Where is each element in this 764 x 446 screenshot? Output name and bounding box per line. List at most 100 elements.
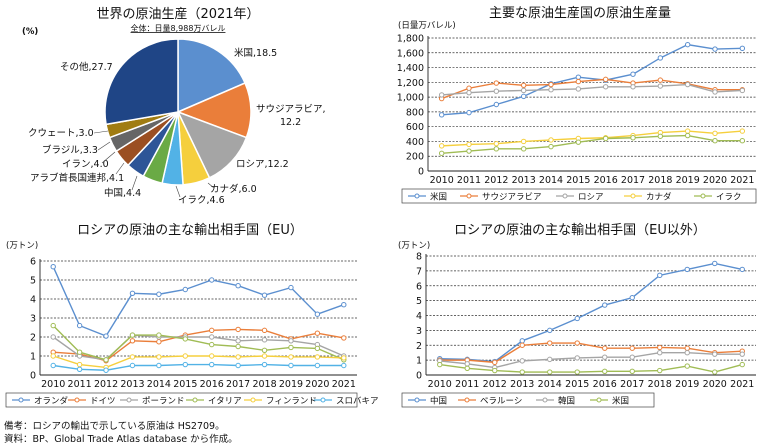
eu-exports-x-tick-label: 2012: [94, 379, 118, 390]
eu-exports-data-point: [341, 302, 347, 308]
eu-exports-y-tick-label: 6: [30, 257, 36, 268]
pie-slice-label: クウェート,3.0: [28, 128, 94, 139]
eu-exports-data-point: [261, 347, 268, 353]
production-legend-label: イラク: [716, 193, 742, 203]
eu-exports-data-point: [314, 345, 321, 352]
pie-slice-value: 12.2: [280, 117, 301, 128]
eu-exports-data-point: [209, 277, 215, 283]
production-x-tick-label: 2021: [730, 175, 754, 186]
non-eu-exports-data-point: [437, 361, 443, 368]
production-y-tick-label: 400: [406, 137, 424, 148]
non-eu-exports-data-point: [657, 272, 663, 279]
eu-exports-legend-marker: [74, 397, 80, 403]
non-eu-exports-data-point: [684, 266, 690, 273]
eu-exports-data-point: [209, 334, 215, 340]
pie-chart-title: 世界の原油生産（2021年）: [96, 6, 259, 22]
production-x-tick-label: 2013: [512, 175, 536, 186]
production-x-tick-label: 2015: [566, 175, 590, 186]
eu-exports-data-point: [341, 335, 347, 341]
production-data-point: [602, 135, 609, 142]
production-data-point: [739, 87, 746, 94]
non-eu-exports-data-point: [602, 368, 608, 374]
production-x-tick-label: 2010: [430, 175, 454, 186]
production-data-point: [438, 143, 445, 149]
eu-exports-data-point: [182, 361, 188, 368]
production-legend-marker: [700, 193, 706, 199]
eu-exports-data-point: [314, 311, 321, 317]
eu-exports-data-point: [129, 290, 136, 296]
source-note-data: 資料：BP、Global Trade Atlas database から作成。: [4, 434, 238, 445]
production-data-point: [520, 146, 527, 152]
eu-exports-data-point: [235, 338, 241, 344]
production-data-point: [684, 41, 691, 48]
non-eu-exports-data-point: [547, 369, 553, 375]
eu-exports-data-point: [50, 362, 56, 369]
pie-leader-line: [97, 141, 111, 151]
eu-exports-x-tick-label: 2011: [68, 379, 92, 390]
pie-slice-label: イラン,4.0: [62, 159, 109, 170]
production-data-point: [466, 148, 472, 154]
non-eu-exports-data-point: [519, 338, 525, 344]
eu-exports-x-tick-label: 2017: [226, 379, 250, 390]
eu-exports-data-point: [76, 322, 83, 329]
eu-exports-chart-title: ロシアの原油の主な輸出相手国（EU）: [77, 223, 303, 238]
production-data-point: [657, 133, 664, 139]
production-series-line: [441, 78, 743, 100]
production-data-point: [493, 80, 500, 86]
non-eu-exports-y-tick-label: 2: [416, 341, 422, 352]
eu-exports-data-point: [261, 353, 268, 359]
production-legend: [401, 188, 757, 204]
pie-leader-line: [93, 130, 109, 134]
production-x-tick-label: 2017: [621, 175, 645, 186]
non-eu-exports-legend-marker: [542, 397, 548, 403]
eu-exports-unit-label: (万トン): [6, 241, 38, 251]
production-data-point: [657, 55, 664, 61]
eu-exports-legend-marker: [320, 397, 326, 403]
eu-exports-data-point: [288, 362, 294, 369]
non-eu-exports-y-tick-label: 5: [416, 296, 422, 307]
eu-exports-data-point: [288, 284, 294, 291]
eu-exports-y-tick-label: 1: [30, 352, 36, 363]
eu-exports-x-tick-label: 2019: [279, 379, 303, 390]
pie-slice-label: カナダ,6.0: [210, 183, 257, 195]
eu-exports-legend-label: ドイツ: [90, 397, 116, 407]
eu-exports-data-point: [76, 366, 83, 372]
non-eu-exports-data-point: [574, 315, 580, 322]
production-series-line: [441, 130, 743, 147]
production-chart-title: 主要な原油生産国の原油生産量: [489, 5, 671, 21]
eu-exports-data-point: [314, 362, 321, 369]
production-data-point: [493, 88, 500, 94]
pie-slice-label: ブラジル,3.3: [42, 144, 98, 156]
production-y-tick-label: 1,000: [397, 93, 424, 104]
production-data-point: [684, 81, 691, 88]
pie-subtitle: 全体：日量8,988万バレル: [131, 23, 226, 33]
eu-exports-y-tick-label: 4: [30, 295, 36, 306]
eu-exports-data-point: [235, 354, 241, 360]
non-eu-exports-data-point: [712, 369, 718, 375]
eu-exports-x-tick-label: 2014: [147, 379, 171, 390]
eu-exports-x-tick-label: 2018: [252, 379, 276, 390]
production-legend-label: ロシア: [578, 193, 604, 203]
production-series-line: [441, 83, 743, 96]
eu-exports-data-point: [209, 327, 215, 334]
non-eu-exports-data-point: [657, 349, 663, 356]
non-eu-exports-data-point: [547, 340, 553, 346]
pie-leader-line: [101, 151, 116, 164]
production-x-tick-label: 2016: [594, 175, 618, 186]
eu-exports-data-point: [182, 336, 188, 342]
production-data-point: [466, 85, 472, 91]
eu-exports-y-tick-label: 5: [30, 276, 36, 287]
eu-exports-x-tick-label: 2020: [305, 379, 329, 390]
pie-leader-line: [207, 182, 215, 189]
production-y-tick-label: 600: [406, 122, 424, 133]
production-data-point: [493, 101, 500, 108]
production-y-tick-label: 0: [418, 167, 424, 178]
non-eu-exports-data-point: [547, 327, 553, 334]
non-eu-exports-y-tick-label: 6: [416, 281, 422, 292]
production-y-tick-label: 1,800: [397, 34, 424, 45]
eu-exports-data-point: [129, 338, 136, 344]
eu-exports-series-line: [52, 355, 344, 369]
eu-exports-y-tick-label: 0: [30, 371, 36, 382]
eu-exports-legend-marker: [126, 397, 132, 403]
